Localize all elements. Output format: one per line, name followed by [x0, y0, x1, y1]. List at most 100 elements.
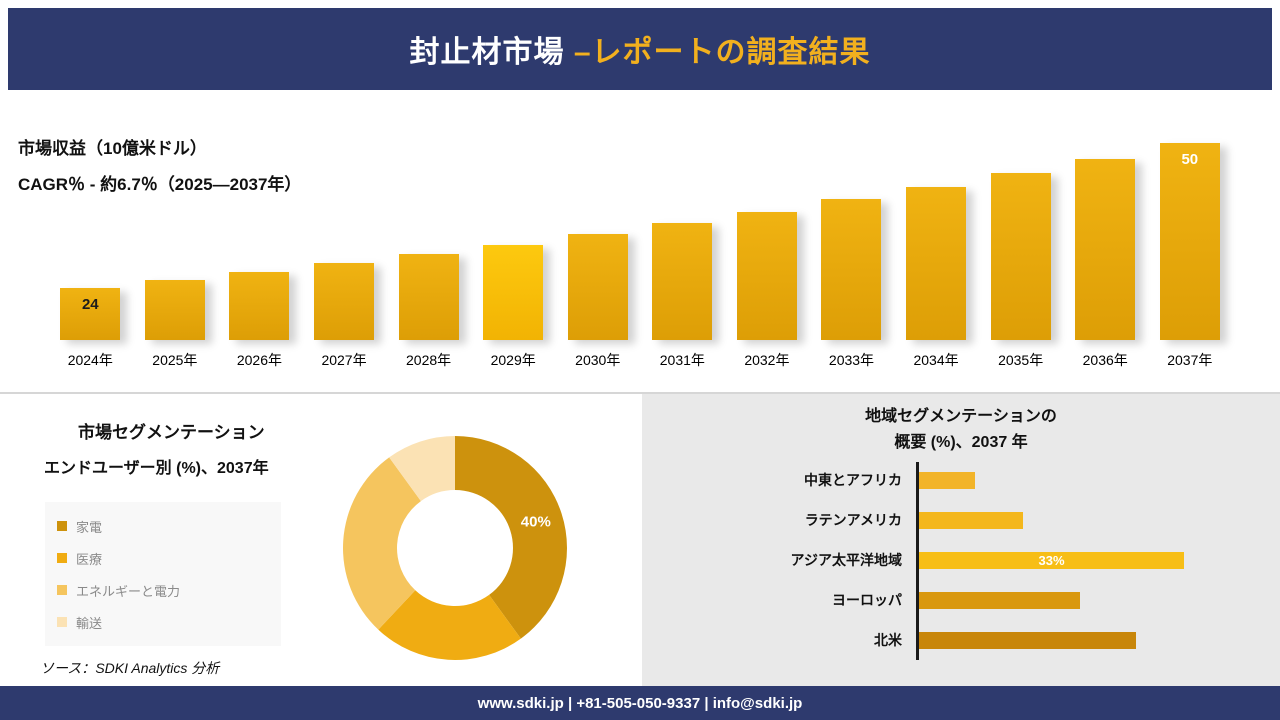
segmentation-subtitle: エンドユーザー別 (%)、2037年 — [44, 460, 269, 477]
region-bar-track — [919, 471, 1272, 489]
revenue-bar-group: 2030年 — [555, 122, 640, 368]
region-bar — [919, 471, 975, 489]
region-title-line2: 概要 (%)、2037 年 — [894, 434, 1028, 451]
year-axis-label: 2026年 — [236, 352, 283, 368]
revenue-bar — [567, 233, 628, 340]
region-row: 中東とアフリカ — [652, 460, 1272, 500]
revenue-bar-group: 2031年 — [640, 122, 725, 368]
revenue-bar — [906, 186, 967, 340]
region-bar-track: 33% — [919, 551, 1272, 569]
bottom-section: 市場セグメンテーション エンドユーザー別 (%)、2037年 家電医療エネルギー… — [0, 394, 1280, 686]
revenue-bar — [1075, 158, 1136, 340]
year-axis-label: 2024年 — [67, 352, 113, 368]
donut-legend: 家電医療エネルギーと電力 輸送 — [45, 502, 281, 646]
revenue-bar — [821, 199, 882, 340]
region-bar — [919, 631, 1136, 649]
revenue-bar-group: 2034年 — [894, 122, 979, 368]
year-axis-label: 2029年 — [490, 352, 536, 368]
revenue-bar — [144, 280, 205, 340]
region-panel: 地域セグメンテーションの 概要 (%)、2037 年 中東とアフリカ ラテンアメリ… — [642, 394, 1280, 686]
source-prefix: ソース： — [40, 660, 96, 676]
region-label: ヨーロッパ — [832, 592, 902, 608]
revenue-axis-title: 市場収益（10億米ドル） — [18, 139, 207, 158]
region-bar-track — [919, 591, 1272, 609]
revenue-bar-group: 2027年 — [302, 122, 387, 368]
year-axis-label: 2028年 — [406, 352, 452, 368]
region-title-line1: 地域セグメンテーションの — [865, 408, 1057, 425]
year-axis-label: 2037年 — [1167, 352, 1213, 368]
page-title-main: 封止材市場 — [409, 36, 565, 69]
year-axis-label: 2025年 — [152, 352, 198, 368]
revenue-bar-group: 2028年 — [386, 122, 471, 368]
revenue-bar-group: 2033年 — [809, 122, 894, 368]
segmentation-title: 市場セグメンテーション — [78, 423, 265, 442]
region-bar — [919, 591, 1080, 609]
year-axis-label: 2033年 — [828, 352, 875, 368]
revenue-bar — [736, 211, 797, 340]
donut-segment — [378, 590, 521, 660]
legend-swatch — [57, 585, 67, 595]
region-row: 北米 — [652, 620, 1272, 660]
revenue-bar-group: 2032年 — [725, 122, 810, 368]
revenue-bar — [314, 263, 375, 340]
revenue-bar-group: 2036年 — [1063, 122, 1148, 368]
page-title: 封止材市場 –レポートの調査結果 — [409, 27, 870, 71]
year-axis-label: 2036年 — [1082, 352, 1128, 368]
year-axis-label: 2030年 — [575, 352, 621, 368]
revenue-bar — [990, 173, 1051, 340]
source-text: SDKI Analytics 分析 — [95, 660, 220, 676]
region-percentage-label: 33% — [1038, 552, 1065, 568]
year-axis-label: 2035年 — [998, 352, 1044, 368]
region-row: ラテンアメリカ — [652, 500, 1272, 540]
region-bar: 33% — [919, 551, 1184, 569]
region-bar-track — [919, 511, 1272, 529]
header-banner: 封止材市場 –レポートの調査結果 — [8, 8, 1272, 90]
donut-segment — [389, 436, 455, 502]
region-bar-chart: 中東とアフリカ ラテンアメリカアジア太平洋地域 33% ヨーロッパ北米 — [652, 460, 1272, 664]
donut-percentage-label: 40% — [521, 514, 551, 531]
year-axis-label: 2032年 — [744, 352, 790, 368]
region-label: 北米 — [874, 632, 902, 648]
revenue-chart-section: 市場収益（10億米ドル） CAGR％ - 約6.7％（2025―2037年） 2… — [0, 98, 1280, 394]
year-axis-label: 2031年 — [659, 352, 705, 368]
revenue-bar — [229, 271, 290, 340]
legend-swatch — [57, 521, 67, 531]
revenue-bar — [483, 244, 544, 340]
region-label: アジア太平洋地域 — [790, 552, 902, 568]
legend-item: エネルギーと電力 — [57, 574, 269, 606]
region-row: アジア太平洋地域 33% — [652, 540, 1272, 580]
legend-label: 輸送 — [76, 615, 103, 631]
footer-banner: www.sdki.jp | +81-505-050-9337 | info@sd… — [0, 686, 1280, 720]
revenue-bar-chart: 24 2024年 2025年 2026年 2027年 2028年 2029年 2030年 203… — [48, 122, 1232, 368]
revenue-bar-group: 2025年 — [133, 122, 218, 368]
year-axis-label: 2027年 — [321, 352, 367, 368]
region-row: ヨーロッパ — [652, 580, 1272, 620]
legend-item: 輸送 — [57, 606, 269, 638]
page-title-accent: –レポートの調査結果 — [564, 36, 871, 69]
source-note: ソース：SDKI Analytics 分析 — [40, 658, 219, 678]
legend-label: 家電 — [76, 519, 103, 535]
legend-label: エネルギーと電力 — [76, 583, 181, 599]
legend-label: 医療 — [76, 551, 103, 567]
donut-segment — [343, 457, 421, 630]
revenue-bar-group: 2035年 — [978, 122, 1063, 368]
legend-item: 家電 — [57, 510, 269, 542]
revenue-bar: 24 — [60, 288, 121, 340]
footer-contact-text: www.sdki.jp | +81-505-050-9337 | info@sd… — [477, 694, 803, 712]
cagr-note: CAGR％ - 約6.7％（2025―2037年） — [18, 175, 302, 194]
legend-swatch — [57, 617, 67, 627]
revenue-bar — [398, 253, 459, 340]
end-user-donut-chart: 40% — [343, 436, 567, 660]
legend-swatch — [57, 553, 67, 563]
year-axis-label: 2034年 — [913, 352, 959, 368]
legend-item: 医療 — [57, 542, 269, 574]
revenue-bar: 50 — [1159, 143, 1220, 340]
revenue-bar-group: 24 2024年 — [48, 122, 133, 368]
bar-value-label: 24 — [81, 296, 99, 313]
revenue-bar-group: 2029年 — [471, 122, 556, 368]
revenue-bar-group: 2026年 — [217, 122, 302, 368]
donut-segment — [455, 436, 567, 639]
region-bar — [919, 511, 1023, 529]
region-chart-title: 地域セグメンテーションの 概要 (%)、2037 年 — [642, 404, 1280, 456]
